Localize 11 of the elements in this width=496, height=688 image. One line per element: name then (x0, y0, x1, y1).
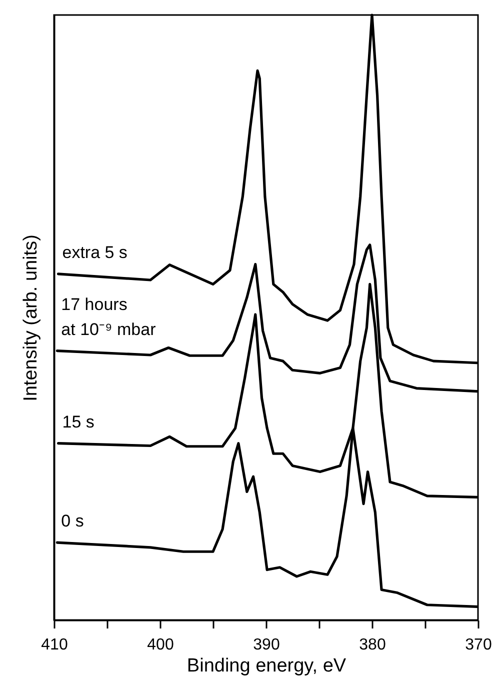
x-tick-label: 410 (41, 636, 68, 654)
series-label: 15 s (62, 412, 94, 432)
series-label: extra 5 s (62, 242, 128, 262)
y-axis-title: Intensity (arb. units) (20, 234, 42, 402)
x-tick-label: 370 (465, 636, 492, 654)
x-tick-label: 390 (253, 636, 280, 654)
x-tick-label: 380 (359, 636, 386, 654)
x-tick-label: 400 (147, 636, 174, 654)
series-label: 17 hours at 10⁻⁹ mbar (61, 294, 156, 339)
x-axis-title: Binding energy, eV (186, 656, 346, 676)
series-label: 0 s (61, 512, 84, 531)
